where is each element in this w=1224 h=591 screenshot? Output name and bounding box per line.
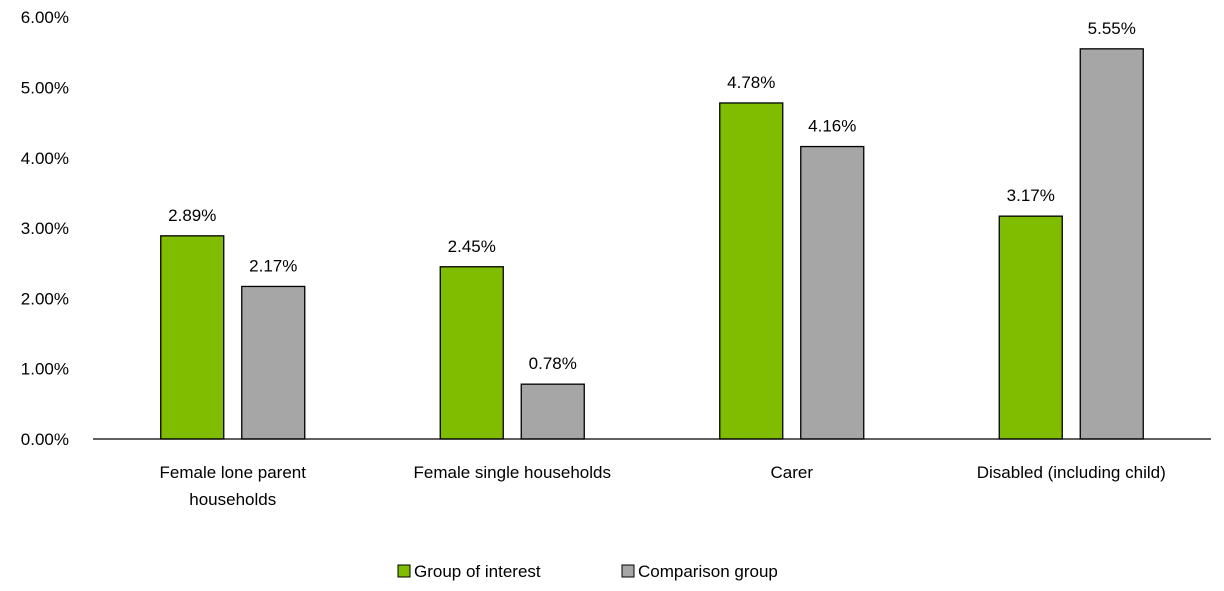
category-label-line: Female single households (413, 463, 611, 482)
bars (160, 48, 1144, 440)
category-label: Female single households (413, 463, 611, 482)
data-label: 2.17% (249, 256, 297, 275)
y-tick-label: 0.00% (21, 430, 69, 449)
category-label-line: households (189, 490, 276, 509)
bar-comparison-group (800, 145, 865, 440)
legend-swatch (397, 564, 411, 578)
bar-comparison-group (520, 383, 585, 440)
legend-label: Comparison group (638, 562, 778, 581)
y-tick-label: 6.00% (21, 8, 69, 27)
bar-group-of-interest (998, 215, 1063, 440)
data-label: 4.16% (808, 117, 856, 136)
data-label: 5.55% (1088, 19, 1136, 38)
data-label: 2.45% (448, 237, 496, 256)
data-labels: 2.89% 2.17% 2.45% 0.78% 4.78% 4.16% 3.17% 5.55% (168, 19, 1136, 373)
y-tick-label: 4.00% (21, 149, 69, 168)
legend: Group of interest Comparison group (397, 562, 778, 581)
y-tick-label: 2.00% (21, 289, 69, 308)
category-label: Disabled (including child) (977, 463, 1166, 482)
category-label-line: Female lone parent (160, 463, 307, 482)
y-axis-tick-labels: 0.00% 1.00% 2.00% 3.00% 4.00% 5.00% 6.00% (21, 8, 69, 449)
legend-label: Group of interest (414, 562, 541, 581)
bar-comparison-group (1079, 48, 1144, 440)
bar-group-of-interest (160, 235, 225, 440)
category-label: Female lone parent households (160, 463, 307, 509)
y-tick-label: 5.00% (21, 79, 69, 98)
bar-comparison-group (241, 285, 306, 440)
category-label-line: Carer (770, 463, 813, 482)
category-label-line: Disabled (including child) (977, 463, 1166, 482)
data-label: 3.17% (1007, 186, 1055, 205)
bar-group-of-interest (439, 266, 504, 440)
data-label: 2.89% (168, 206, 216, 225)
data-label: 4.78% (727, 73, 775, 92)
category-label: Carer (770, 463, 813, 482)
bar-group-of-interest (719, 102, 784, 440)
legend-swatch (621, 564, 635, 578)
data-label: 0.78% (529, 354, 577, 373)
category-labels: Female lone parent households Female singl… (160, 463, 1166, 509)
y-tick-label: 1.00% (21, 360, 69, 379)
y-tick-label: 3.00% (21, 219, 69, 238)
